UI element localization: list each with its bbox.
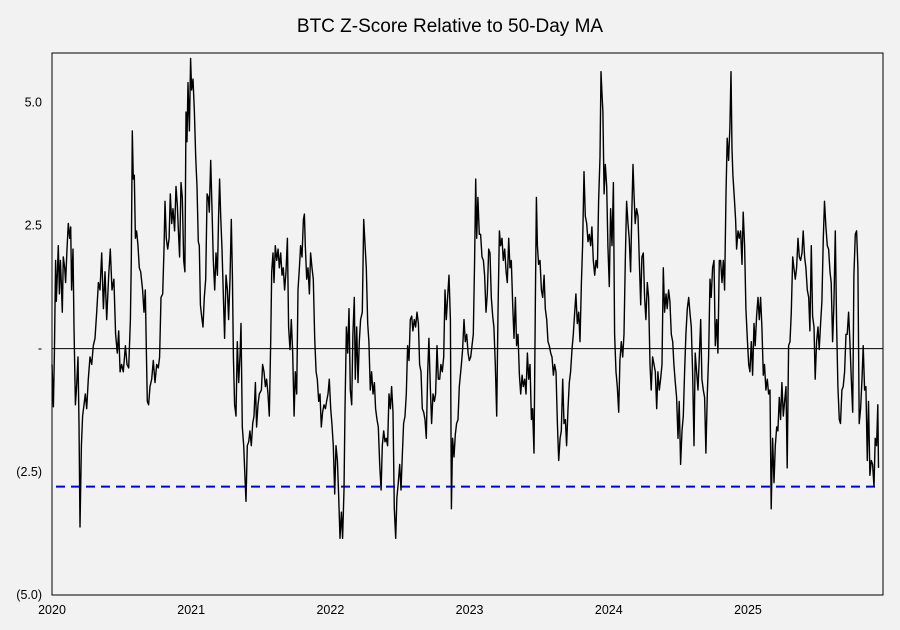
x-tick-label: 2022	[316, 603, 344, 617]
y-tick-label: (5.0)	[16, 588, 42, 602]
chart-title: BTC Z-Score Relative to 50-Day MA	[297, 16, 604, 37]
x-tick-label: 2025	[734, 603, 762, 617]
x-tick-label: 2020	[38, 603, 66, 617]
x-tick-label: 2021	[177, 603, 205, 617]
y-tick-label: 2.5	[25, 218, 42, 232]
y-tick-label: (2.5)	[16, 465, 42, 479]
y-tick-label: -	[38, 342, 42, 356]
x-axis-ticks: 2020 2021 2022 2023 2024 2025	[38, 603, 762, 617]
y-tick-label: 5.0	[25, 95, 42, 109]
zscore-series-line	[51, 57, 880, 539]
x-tick-label: 2023	[456, 603, 484, 617]
x-tick-label: 2024	[595, 603, 623, 617]
y-axis-ticks: 5.0 2.5 - (2.5) (5.0)	[16, 95, 42, 602]
plot-frame	[51, 52, 884, 596]
series-group	[51, 57, 880, 539]
